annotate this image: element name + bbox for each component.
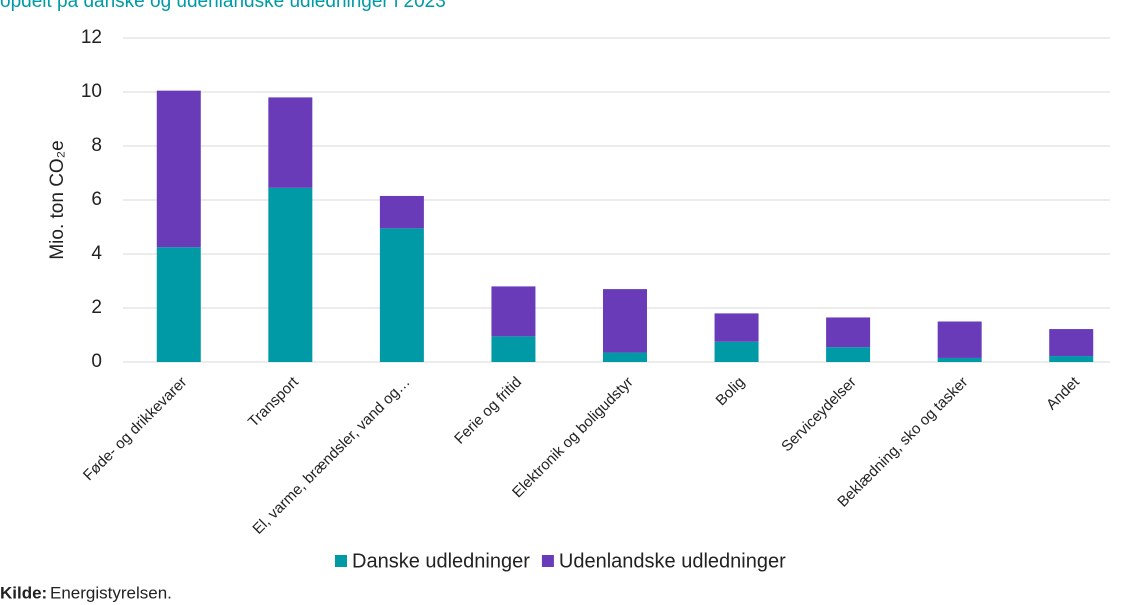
- bar-segment: [156, 247, 201, 362]
- legend-label: Udenlandske udledninger: [559, 550, 786, 572]
- y-tick-label: 2: [91, 297, 102, 318]
- bar-segment: [603, 289, 647, 353]
- bar-segment: [826, 347, 871, 362]
- bar-segment: [826, 317, 871, 348]
- source: Energistyrelsen.: [50, 583, 172, 602]
- bar-segment: [491, 286, 536, 337]
- y-tick-label: 12: [81, 27, 102, 48]
- bar-segment: [379, 228, 424, 362]
- bar-segment: [714, 313, 759, 342]
- bar-segment: [603, 352, 647, 362]
- source-label: Kilde:: [0, 583, 47, 602]
- y-tick-label: 10: [81, 81, 102, 102]
- bar-segment: [268, 187, 313, 362]
- bar-segment: [937, 357, 982, 362]
- x-tick-label: Bolig: [713, 374, 749, 410]
- y-tick-label: 0: [91, 351, 102, 372]
- y-axis-label: Mio. ton CO₂e: [47, 140, 68, 259]
- x-tick-label: Andet: [1043, 373, 1083, 413]
- x-tick-label: Serviceydelser: [778, 374, 860, 456]
- x-tick-label: Beklædning, sko og tasker: [834, 374, 971, 511]
- x-tick-label: Føde- og drikkevarer: [80, 374, 190, 484]
- chart-title: opdelt på danske og udenlandske udlednin…: [0, 0, 446, 12]
- x-tick-label: Ferie og fritid: [451, 374, 525, 448]
- bar-segment: [714, 341, 759, 362]
- y-tick-label: 6: [91, 189, 102, 210]
- bar-segment: [379, 195, 424, 229]
- legend-swatch: [335, 555, 347, 567]
- bar-segment: [156, 90, 201, 248]
- x-tick-label: Elektronik og boligudstyr: [509, 374, 637, 502]
- legend-swatch: [541, 555, 554, 567]
- bar-segment: [491, 336, 536, 362]
- bar-segment: [1049, 329, 1094, 357]
- y-tick-label: 8: [91, 135, 102, 156]
- legend-label: Danske udledninger: [352, 550, 530, 572]
- bar-segment: [937, 321, 982, 358]
- bar-segment: [268, 97, 313, 188]
- x-tick-label: Transport: [245, 373, 303, 431]
- bar-segment: [1049, 356, 1094, 362]
- y-tick-label: 4: [91, 243, 102, 264]
